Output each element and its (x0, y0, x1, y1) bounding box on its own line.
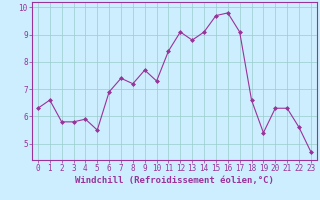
X-axis label: Windchill (Refroidissement éolien,°C): Windchill (Refroidissement éolien,°C) (75, 176, 274, 185)
